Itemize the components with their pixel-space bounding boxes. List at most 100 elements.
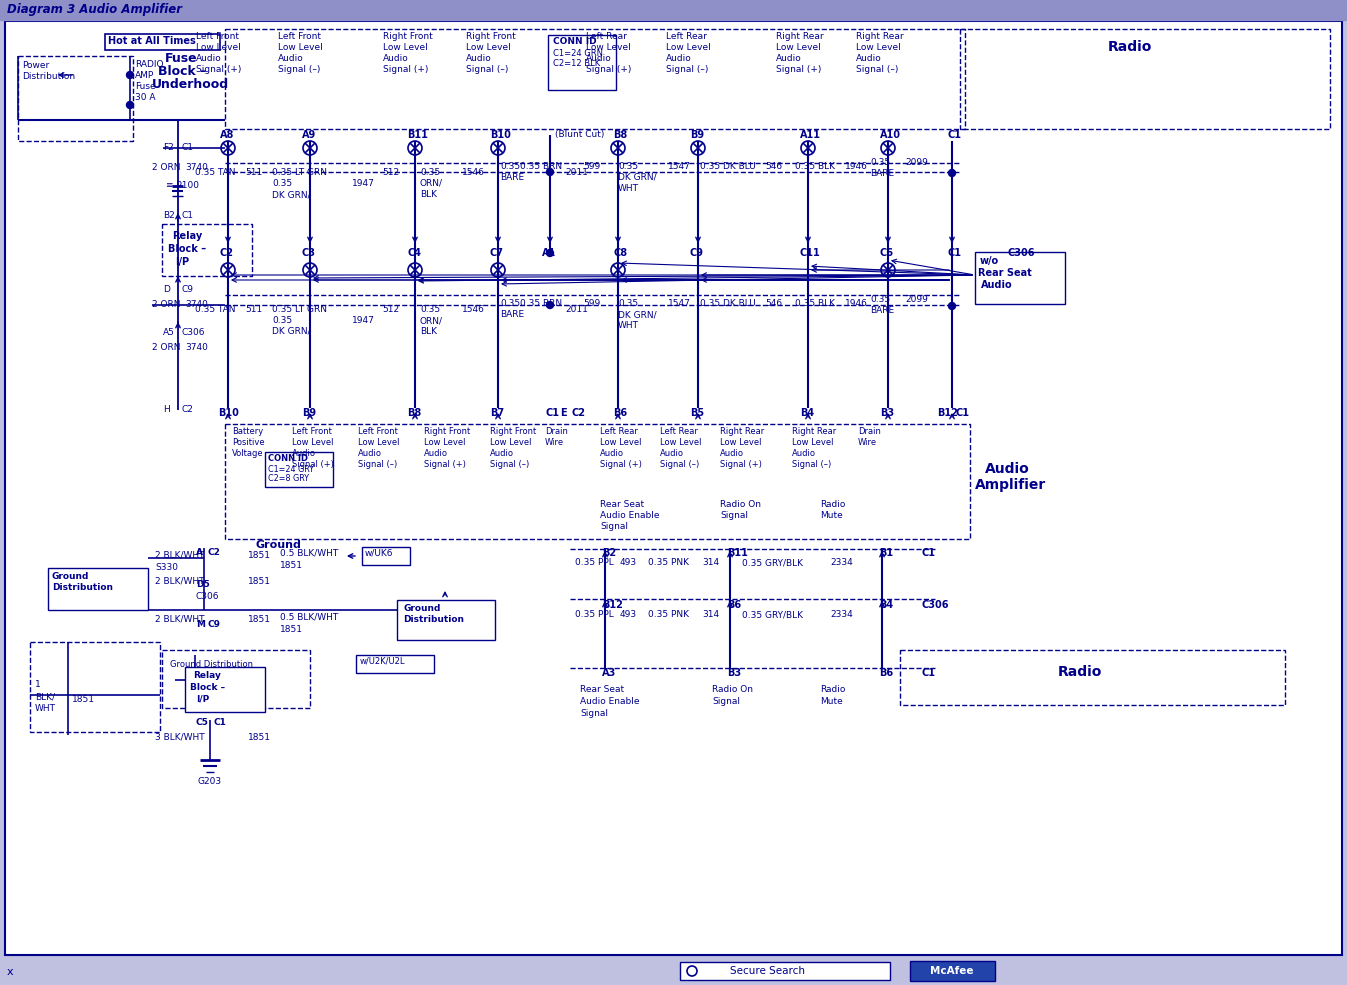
Text: 2 BLK/WHT: 2 BLK/WHT bbox=[155, 551, 205, 560]
Bar bbox=[225, 424, 970, 539]
Text: Low Level: Low Level bbox=[586, 43, 630, 52]
Text: C306: C306 bbox=[1008, 248, 1034, 258]
Text: Signal: Signal bbox=[713, 697, 740, 706]
Text: Drain: Drain bbox=[858, 427, 881, 436]
Text: 0.35 PNK: 0.35 PNK bbox=[648, 558, 690, 567]
Text: w/U2K/U2L: w/U2K/U2L bbox=[360, 657, 405, 666]
Bar bbox=[162, 650, 310, 708]
Text: C1: C1 bbox=[180, 211, 193, 220]
Text: C2=12 BLK: C2=12 BLK bbox=[554, 59, 601, 68]
Text: Distribution: Distribution bbox=[53, 583, 113, 592]
Text: Relay: Relay bbox=[193, 671, 221, 680]
Text: Fuse: Fuse bbox=[164, 52, 198, 65]
Text: Signal (–): Signal (–) bbox=[855, 65, 898, 74]
Text: 1546: 1546 bbox=[462, 168, 485, 177]
Bar bbox=[30, 642, 160, 732]
Text: Rear Seat: Rear Seat bbox=[581, 685, 624, 694]
Text: Right Front: Right Front bbox=[490, 427, 536, 436]
Text: B3: B3 bbox=[880, 408, 894, 418]
Bar bbox=[0, 958, 1347, 985]
Text: 1851: 1851 bbox=[71, 695, 96, 704]
Text: 2099: 2099 bbox=[905, 295, 928, 304]
Text: B11: B11 bbox=[407, 130, 428, 140]
Text: 0.35: 0.35 bbox=[420, 305, 440, 314]
Bar bbox=[0, 0, 1347, 20]
Text: D5: D5 bbox=[197, 580, 210, 589]
Text: B1: B1 bbox=[880, 548, 893, 558]
Text: BARE: BARE bbox=[500, 173, 524, 182]
Text: WHT: WHT bbox=[618, 321, 638, 330]
Text: Audio: Audio bbox=[358, 449, 383, 458]
Text: C2: C2 bbox=[572, 408, 586, 418]
Text: Fuse: Fuse bbox=[135, 82, 156, 91]
Text: 1851: 1851 bbox=[248, 615, 271, 624]
Text: Block –: Block – bbox=[168, 244, 206, 254]
Text: ORN/: ORN/ bbox=[420, 316, 443, 325]
Text: BLK: BLK bbox=[420, 190, 436, 199]
Text: 0.35: 0.35 bbox=[272, 316, 292, 325]
Text: Signal: Signal bbox=[581, 709, 607, 718]
Text: w/o: w/o bbox=[981, 256, 999, 266]
Text: 0.35 PNK: 0.35 PNK bbox=[648, 610, 690, 619]
Text: 1547: 1547 bbox=[668, 299, 691, 308]
Text: DK GRN/: DK GRN/ bbox=[618, 173, 656, 182]
Text: Audio: Audio bbox=[292, 449, 317, 458]
Text: 1851: 1851 bbox=[280, 625, 303, 634]
Text: Secure Search: Secure Search bbox=[730, 966, 806, 976]
Text: DK GRN/: DK GRN/ bbox=[618, 310, 656, 319]
Text: Audio Enable: Audio Enable bbox=[581, 697, 640, 706]
Text: Low Level: Low Level bbox=[383, 43, 428, 52]
Bar bbox=[225, 29, 964, 129]
Text: 511: 511 bbox=[245, 168, 263, 177]
Text: 0.35 TAN: 0.35 TAN bbox=[195, 168, 236, 177]
Text: B6: B6 bbox=[880, 668, 893, 678]
Text: Signal (–): Signal (–) bbox=[277, 65, 321, 74]
Text: C306: C306 bbox=[921, 600, 950, 610]
Text: C1: C1 bbox=[214, 718, 226, 727]
Circle shape bbox=[547, 301, 554, 308]
Text: Audio: Audio bbox=[197, 54, 222, 63]
Text: Distribution: Distribution bbox=[22, 72, 75, 81]
Text: Low Level: Low Level bbox=[424, 438, 466, 447]
Text: Signal (+): Signal (+) bbox=[586, 65, 632, 74]
Text: Audio: Audio bbox=[665, 54, 692, 63]
Text: 0.35 GRY/BLK: 0.35 GRY/BLK bbox=[742, 610, 803, 619]
Text: 546: 546 bbox=[765, 162, 783, 171]
Text: B10: B10 bbox=[490, 130, 511, 140]
Text: C1: C1 bbox=[947, 130, 960, 140]
Text: Audio: Audio bbox=[490, 449, 515, 458]
Text: 512: 512 bbox=[383, 305, 399, 314]
Bar bbox=[162, 224, 252, 276]
Text: Low Level: Low Level bbox=[721, 438, 761, 447]
Text: CONN ID: CONN ID bbox=[554, 37, 597, 46]
Text: Signal (–): Signal (–) bbox=[358, 460, 397, 469]
Text: WHT: WHT bbox=[618, 184, 638, 193]
Bar bbox=[960, 29, 1329, 129]
Text: B4: B4 bbox=[800, 408, 814, 418]
Text: M: M bbox=[197, 620, 205, 629]
Text: Power: Power bbox=[22, 61, 50, 70]
Text: Right Rear: Right Rear bbox=[776, 32, 823, 41]
Text: Audio Enable: Audio Enable bbox=[599, 511, 660, 520]
Text: 0.5 BLK/WHT: 0.5 BLK/WHT bbox=[280, 549, 338, 558]
Circle shape bbox=[948, 302, 955, 309]
Text: Audio: Audio bbox=[599, 449, 624, 458]
Text: 1851: 1851 bbox=[280, 561, 303, 570]
Text: C3: C3 bbox=[302, 248, 317, 258]
Text: 0.35 BLK: 0.35 BLK bbox=[795, 162, 835, 171]
Text: Radio On: Radio On bbox=[713, 685, 753, 694]
Text: Audio: Audio bbox=[383, 54, 408, 63]
Text: 599: 599 bbox=[583, 162, 601, 171]
Text: BLK/: BLK/ bbox=[35, 692, 55, 701]
Text: 314: 314 bbox=[702, 610, 719, 619]
Text: BARE: BARE bbox=[870, 169, 894, 178]
Text: 546: 546 bbox=[765, 299, 783, 308]
Text: A10: A10 bbox=[880, 130, 901, 140]
Text: B10: B10 bbox=[218, 408, 238, 418]
Text: C7: C7 bbox=[490, 248, 504, 258]
Text: B12: B12 bbox=[938, 408, 958, 418]
Text: B6: B6 bbox=[727, 600, 741, 610]
Text: B2: B2 bbox=[602, 548, 616, 558]
Text: Underhood: Underhood bbox=[152, 78, 229, 91]
Text: Distribution: Distribution bbox=[403, 615, 463, 624]
